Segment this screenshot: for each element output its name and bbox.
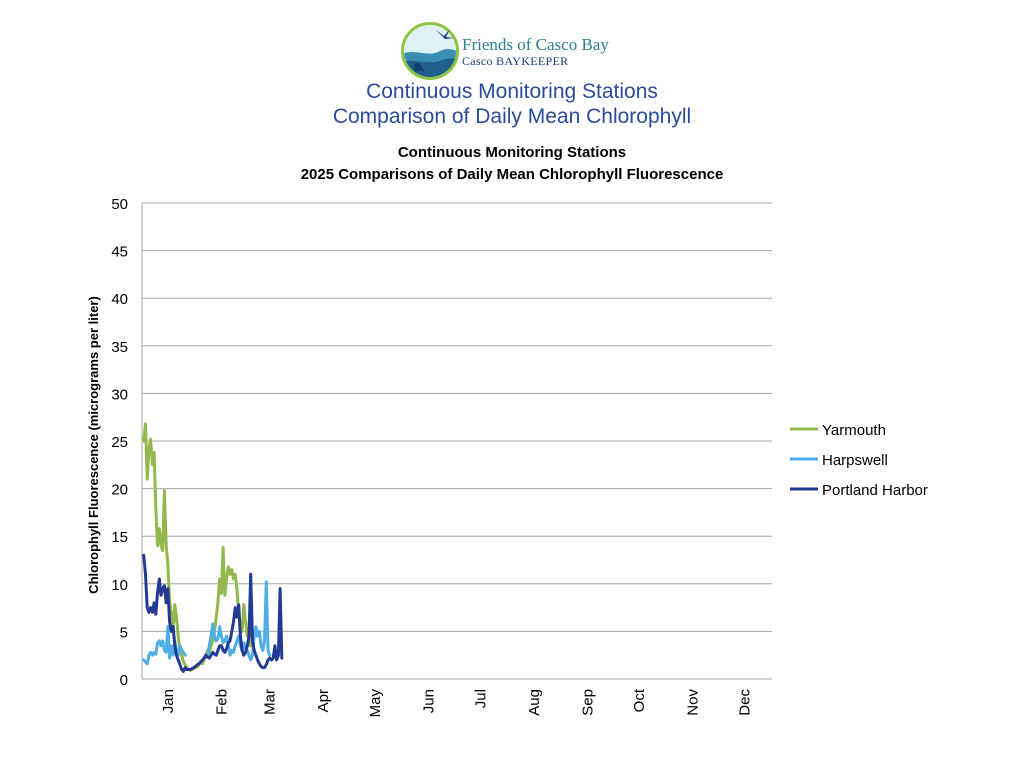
- x-tick-label-sep: Sep: [579, 689, 596, 716]
- x-tick-label-jun: Jun: [421, 689, 438, 713]
- series-line-yarmouth: [142, 422, 253, 672]
- friends-of-casco-bay-logo: Friends of Casco Bay Casco BAYKEEPER: [400, 20, 640, 82]
- x-tick-label-mar: Mar: [262, 689, 279, 715]
- legend-label-portland-harbor: Portland Harbor: [822, 482, 928, 499]
- x-tick-label-jan: Jan: [160, 689, 177, 713]
- page-title-line-2: Comparison of Daily Mean Chlorophyll: [332, 105, 692, 128]
- series-lines: [142, 422, 284, 673]
- y-tick-label-15: 15: [111, 529, 128, 546]
- y-tick-label-40: 40: [111, 291, 128, 308]
- x-tick-label-oct: Oct: [631, 688, 648, 712]
- casco-bay-emblem-icon: [401, 22, 459, 80]
- x-tick-label-apr: Apr: [315, 689, 332, 712]
- x-tick-label-feb: Feb: [213, 689, 230, 715]
- y-tick-label-50: 50: [111, 196, 128, 213]
- y-tick-label-10: 10: [111, 577, 128, 594]
- series-line-harpswell: [142, 580, 272, 666]
- logo-subtitle: Casco BAYKEEPER: [462, 54, 569, 68]
- x-tick-label-jul: Jul: [472, 689, 489, 708]
- y-tick-label-25: 25: [111, 434, 128, 451]
- x-tick-label-dec: Dec: [736, 689, 753, 716]
- legend: Yarmouth Harpswell Portland Harbor: [790, 422, 928, 499]
- x-tick-label-aug: Aug: [526, 689, 543, 716]
- y-axis-label: Chlorophyll Fluorescence (micrograms per…: [86, 296, 101, 594]
- y-tick-label-30: 30: [111, 386, 128, 403]
- y-tick-label-35: 35: [111, 339, 128, 356]
- legend-label-harpswell: Harpswell: [822, 452, 888, 469]
- x-tick-label-may: May: [367, 689, 384, 718]
- chart-title-line-1: Continuous Monitoring Stations: [398, 144, 626, 161]
- x-axis-ticks: Jan Feb Mar Apr May Jun Jul Aug Sep Oct Nov Dec: [160, 688, 753, 717]
- series-line-portland-harbor: [142, 553, 284, 673]
- y-axis-ticks: 0 5 10 15 20 25 30 35 40 45 50: [111, 196, 128, 689]
- page-title-line-1: Continuous Monitoring Stations: [366, 80, 658, 103]
- logo-name: Friends of Casco Bay: [462, 35, 609, 54]
- y-tick-label-0: 0: [120, 672, 128, 689]
- x-tick-label-nov: Nov: [685, 689, 702, 716]
- legend-label-yarmouth: Yarmouth: [822, 422, 886, 439]
- y-tick-label-20: 20: [111, 482, 128, 499]
- y-tick-label-45: 45: [111, 244, 128, 261]
- y-tick-label-5: 5: [120, 624, 128, 641]
- chart-title-line-2: 2025 Comparisons of Daily Mean Chlorophy…: [301, 166, 724, 183]
- gridlines: [142, 202, 772, 680]
